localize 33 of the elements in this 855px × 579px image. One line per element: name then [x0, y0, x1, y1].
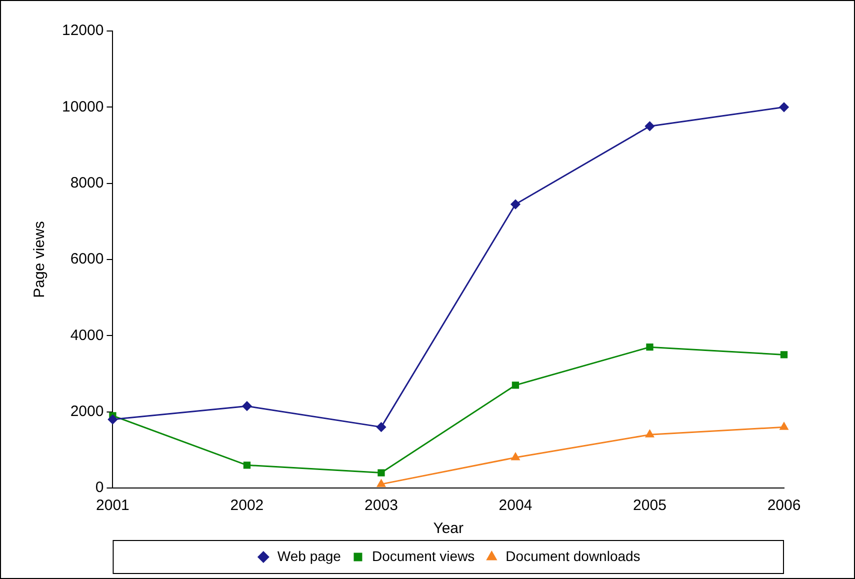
y-axis-title: Page views — [31, 221, 48, 298]
x-tick-label: 2002 — [230, 497, 264, 514]
x-tick-label: 2004 — [498, 497, 532, 514]
x-tick-label: 2005 — [633, 497, 666, 514]
point — [644, 121, 654, 131]
legend-label: Document downloads — [506, 548, 640, 564]
y-tick-label: 10000 — [62, 98, 104, 116]
point — [512, 382, 520, 389]
x-tick-label: 2003 — [364, 497, 398, 514]
y-tick-label: 4000 — [70, 326, 104, 344]
legend-label: Web page — [277, 548, 342, 564]
point — [511, 452, 520, 460]
y-tick-label: 6000 — [70, 250, 104, 268]
x-axis-title: Year — [433, 520, 464, 538]
x-tick-label: 2001 — [96, 497, 130, 514]
point — [646, 430, 654, 438]
point — [243, 462, 251, 469]
point — [779, 102, 789, 112]
point — [510, 200, 520, 210]
y-tick-label: 2000 — [70, 402, 104, 420]
point — [108, 414, 118, 424]
x-tick-label: 2006 — [767, 497, 801, 514]
point — [780, 422, 788, 430]
point — [377, 479, 386, 487]
y-tick-label: 0 — [95, 479, 104, 496]
point — [378, 469, 385, 476]
point — [780, 351, 788, 358]
point — [376, 422, 386, 432]
point — [242, 401, 252, 411]
point — [646, 344, 654, 351]
y-tick-label: 8000 — [70, 174, 104, 192]
legend-label: Document views — [372, 548, 475, 564]
y-tick-label: 12000 — [62, 22, 104, 40]
